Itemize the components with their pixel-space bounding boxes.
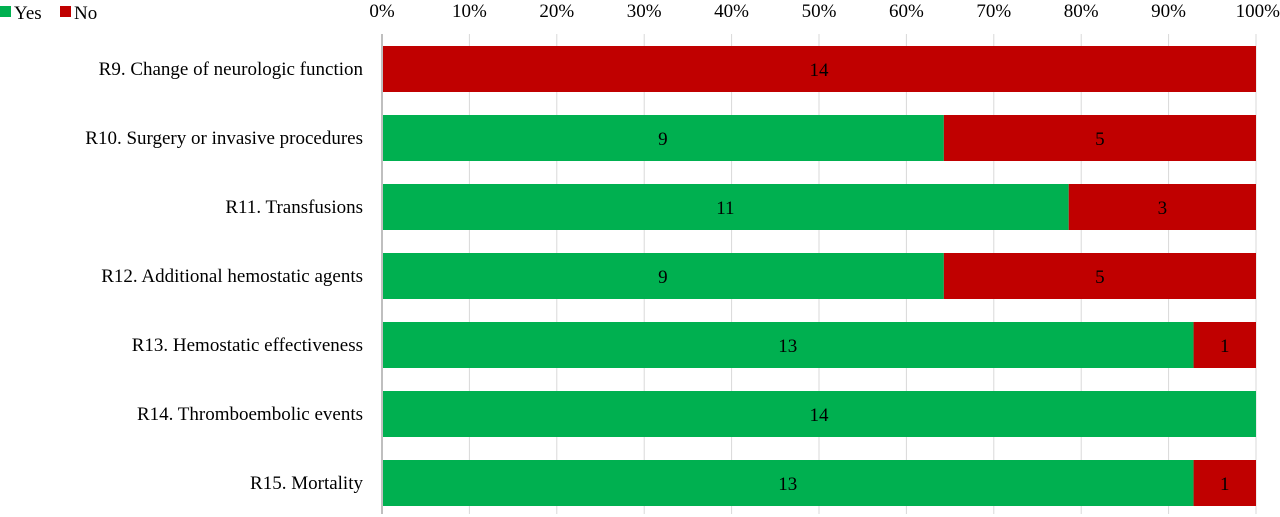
legend-swatch-yes bbox=[0, 6, 11, 17]
category-label: R13. Hemostatic effectiveness bbox=[132, 335, 363, 356]
data-label: 5 bbox=[1095, 267, 1105, 288]
category-label: R10. Surgery or invasive procedures bbox=[85, 128, 363, 149]
data-label: 14 bbox=[810, 60, 830, 81]
bar-segment-no bbox=[943, 115, 1256, 161]
x-tick-label: 80% bbox=[1064, 1, 1099, 22]
bar-segment-yes bbox=[382, 460, 1194, 506]
category-label: R11. Transfusions bbox=[225, 197, 363, 218]
data-label: 13 bbox=[778, 474, 797, 495]
x-tick-label: 100% bbox=[1236, 1, 1280, 22]
category-label: R14. Thromboembolic events bbox=[137, 404, 363, 425]
legend-label-no: No bbox=[74, 3, 97, 24]
x-tick-label: 40% bbox=[714, 1, 749, 22]
data-label: 3 bbox=[1158, 198, 1168, 219]
bar-segment-yes bbox=[382, 184, 1069, 230]
data-label: 9 bbox=[658, 267, 668, 288]
bar-segment-no bbox=[1193, 460, 1256, 506]
bar-segment-yes bbox=[382, 322, 1194, 368]
category-label: R12. Additional hemostatic agents bbox=[101, 266, 363, 287]
bar-segment-yes bbox=[382, 253, 944, 299]
data-label: 9 bbox=[658, 129, 668, 150]
x-tick-label: 0% bbox=[369, 1, 395, 22]
legend: Yes No bbox=[0, 3, 97, 24]
x-tick-label: 10% bbox=[452, 1, 487, 22]
bar-segment-no bbox=[1193, 322, 1256, 368]
x-tick-label: 50% bbox=[802, 1, 837, 22]
x-tick-label: 60% bbox=[889, 1, 924, 22]
data-label: 5 bbox=[1095, 129, 1105, 150]
bars: 14 9 5 11 3 9 5 13 1 14 13 1 bbox=[382, 46, 1256, 506]
data-label: 11 bbox=[716, 198, 734, 219]
category-label: R15. Mortality bbox=[250, 473, 363, 494]
data-label: 1 bbox=[1220, 474, 1230, 495]
category-label: R9. Change of neurologic function bbox=[99, 59, 364, 80]
category-labels: R9. Change of neurologic function R10. Su… bbox=[85, 59, 363, 494]
bar-segment-no bbox=[943, 253, 1256, 299]
x-tick-label: 20% bbox=[539, 1, 574, 22]
data-label: 1 bbox=[1220, 336, 1230, 357]
bar-segment-no bbox=[382, 46, 1256, 92]
x-tick-label: 30% bbox=[627, 1, 662, 22]
bar-segment-yes bbox=[382, 391, 1256, 437]
bar-segment-no bbox=[1068, 184, 1256, 230]
x-tick-label: 70% bbox=[976, 1, 1011, 22]
legend-label-yes: Yes bbox=[14, 3, 42, 24]
x-axis-ticks: 0% 10% 20% 30% 40% 50% 60% 70% 80% 90% 100% bbox=[369, 1, 1280, 22]
x-tick-label: 90% bbox=[1151, 1, 1186, 22]
data-label: 14 bbox=[810, 405, 830, 426]
bar-segment-yes bbox=[382, 115, 944, 161]
legend-swatch-no bbox=[60, 6, 71, 17]
data-label: 13 bbox=[778, 336, 797, 357]
